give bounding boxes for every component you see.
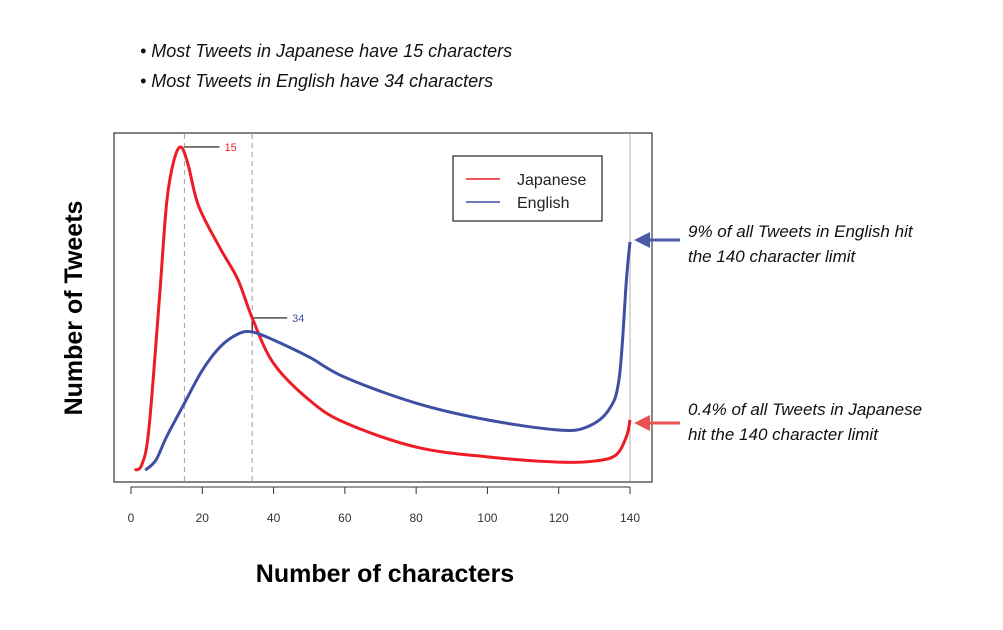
x-tick-label: 80 (409, 511, 423, 525)
legend-label-english: English (517, 195, 569, 212)
x-tick-label: 140 (620, 511, 640, 525)
japanese-arrow (634, 415, 680, 431)
english-annotation-line-2: the 140 character limit (688, 247, 856, 266)
japanese-annotation-line-1: 0.4% of all Tweets in Japanese (688, 400, 923, 419)
y-axis-label: Number of Tweets (60, 201, 88, 416)
series-line-english (144, 241, 632, 472)
series-lines (133, 145, 632, 472)
x-tick-label: 0 (128, 511, 135, 525)
japanese-annotation-line-2: hit the 140 character limit (688, 425, 878, 444)
english-annotation-line-1: 9% of all Tweets in English hit (688, 222, 913, 241)
english-limit-annotation: 9% of all Tweets in English hit the 140 … (688, 219, 913, 269)
x-tick-label: 120 (549, 511, 569, 525)
x-axis: 0 20 40 60 80 100 120 140 (128, 486, 640, 525)
x-tick-label: 40 (267, 511, 281, 525)
legend-label-japanese: Japanese (517, 172, 586, 189)
english-arrow-head (634, 232, 650, 248)
series-line-japanese (133, 145, 632, 472)
x-tick-label: 60 (338, 511, 352, 525)
legend-box (452, 155, 603, 222)
english-arrow (634, 232, 680, 248)
x-axis-label: Number of characters (256, 560, 514, 588)
plot-frame (113, 132, 653, 483)
marker-label: 34 (292, 313, 304, 325)
note-japanese: • Most Tweets in Japanese have 15 charac… (140, 41, 513, 61)
japanese-limit-annotation: 0.4% of all Tweets in Japanese hit the 1… (688, 397, 922, 447)
note-english: • Most Tweets in English have 34 charact… (140, 71, 494, 91)
legend: Japanese English (452, 155, 603, 222)
marker-label: 15 (224, 142, 236, 154)
japanese-arrow-head (634, 415, 650, 431)
x-tick-label: 20 (196, 511, 210, 525)
x-tick-label: 100 (477, 511, 497, 525)
